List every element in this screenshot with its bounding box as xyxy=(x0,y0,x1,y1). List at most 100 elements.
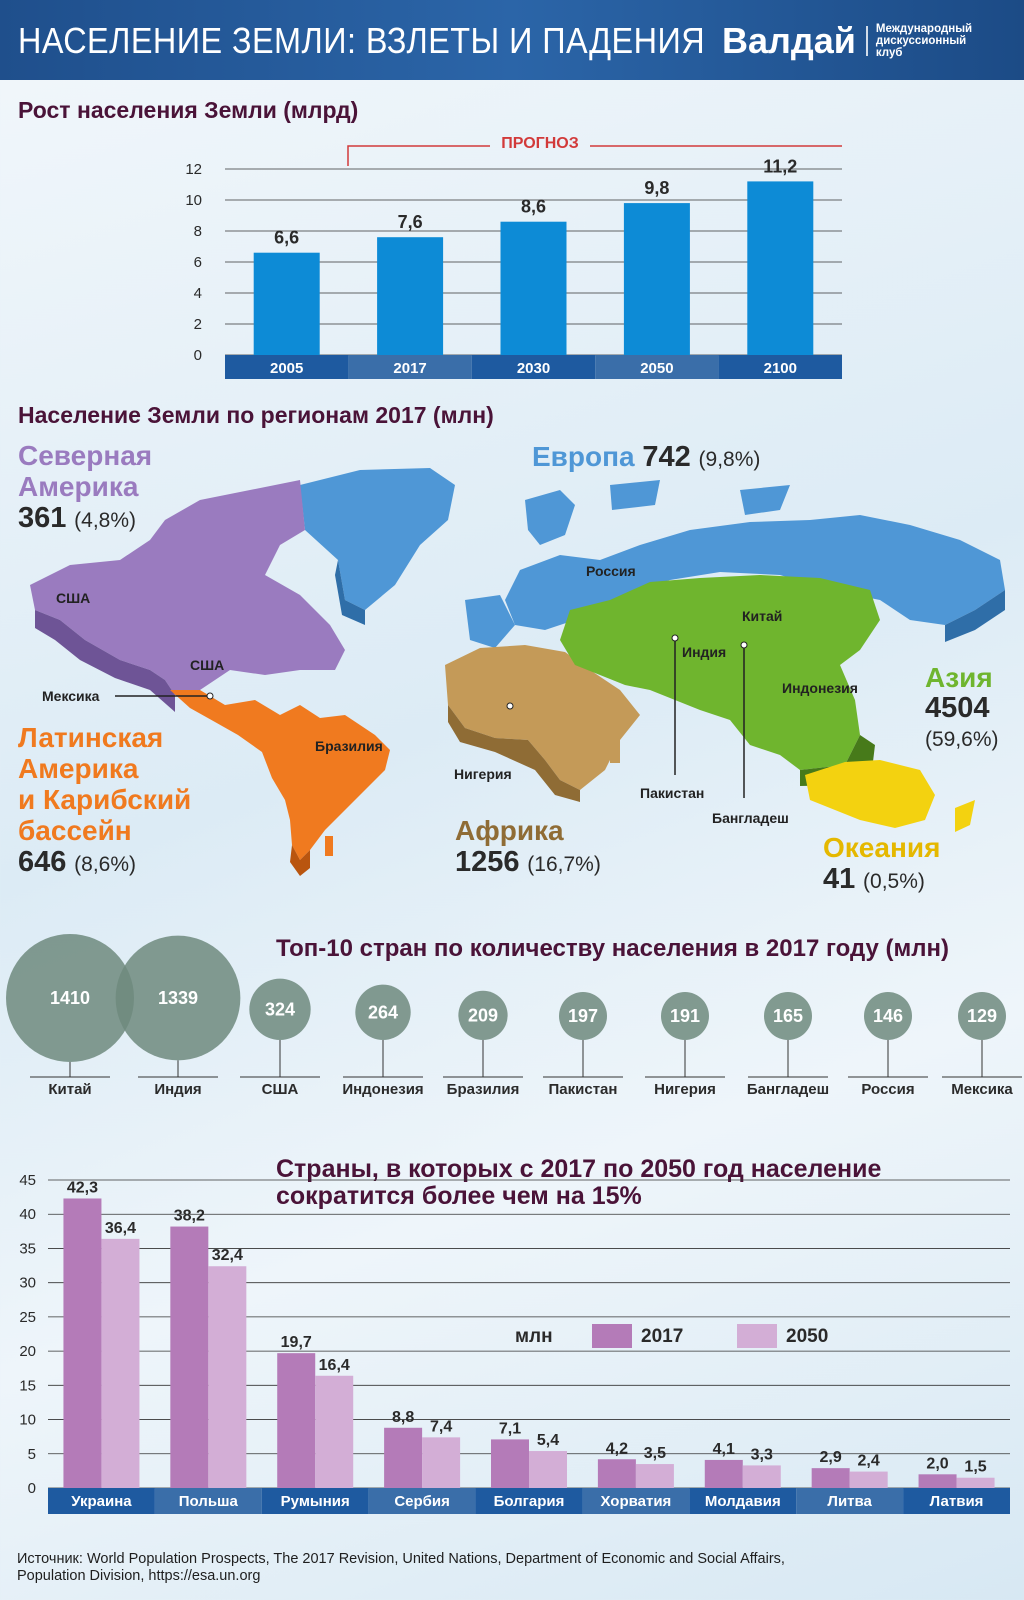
decline-bar-value: 16,4 xyxy=(319,1357,350,1374)
oceania-line1: Океания xyxy=(823,832,941,863)
decline-chart-title-text: Страны, в которых с 2017 по 2050 год нас… xyxy=(276,1155,882,1210)
decline-bar-value: 2,4 xyxy=(858,1453,880,1470)
country-bubble xyxy=(559,992,607,1040)
decline-bar-2017 xyxy=(597,1459,636,1488)
growth-bar xyxy=(377,237,444,355)
decline-x-tick: Латвия xyxy=(930,1493,984,1510)
growth-x-tick: 2100 xyxy=(764,360,797,377)
bubble-country-label: США xyxy=(261,1081,299,1098)
map-label-nigeria: Нигерия xyxy=(454,766,512,782)
map-label-usa-1: США xyxy=(56,590,91,606)
asia-pct: (59,6%) xyxy=(925,728,999,751)
arctic-island-2 xyxy=(740,485,790,515)
bubble-country-label: Бангладеш xyxy=(746,1081,830,1098)
bubble-country-label: Индонезия xyxy=(342,1081,424,1098)
bubble-value: 324 xyxy=(265,999,295,1019)
decline-x-band xyxy=(582,1488,690,1514)
north-america-label: Северная Америка 361 (4,8%) xyxy=(18,440,152,536)
decline-bar-value: 5,4 xyxy=(537,1432,559,1449)
source-line-1: Источник: World Population Prospects, Th… xyxy=(17,1551,785,1567)
greenland-shadow xyxy=(335,560,365,625)
decline-y-tick: 40 xyxy=(19,1206,36,1223)
decline-bar-value: 38,2 xyxy=(174,1208,205,1225)
growth-x-band xyxy=(595,355,719,379)
north-america-pct: (4,8%) xyxy=(74,509,137,532)
oceania-shape xyxy=(805,760,935,828)
map-label-mexico: Мексика xyxy=(42,688,100,704)
latin-america-shape xyxy=(170,690,390,860)
north-america-line2: Америка xyxy=(18,471,139,502)
growth-x-band xyxy=(225,355,349,379)
legend-swatch-2017 xyxy=(592,1324,632,1348)
decline-y-tick: 10 xyxy=(19,1412,36,1429)
legend-unit: млн xyxy=(515,1326,553,1347)
growth-x-band xyxy=(718,355,842,379)
latin-america-value: 646 xyxy=(18,846,67,878)
decline-x-tick: Болгария xyxy=(494,1493,565,1510)
decline-x-tick: Литва xyxy=(827,1493,872,1510)
decline-bar-value: 2,0 xyxy=(926,1455,948,1472)
growth-x-band xyxy=(471,355,596,379)
growth-chart-title: Рост населения Земли (млрд) xyxy=(18,97,359,123)
latin-america-line4: бассейн xyxy=(18,815,132,846)
country-bubble xyxy=(958,992,1006,1040)
decline-bar-2050 xyxy=(742,1465,781,1488)
forecast-bracket xyxy=(347,145,842,166)
growth-x-tick: 2050 xyxy=(640,360,673,377)
decline-bar-2050 xyxy=(101,1238,140,1488)
growth-bar-value: 8,6 xyxy=(521,197,546,217)
country-bubble xyxy=(115,935,241,1061)
decline-bar-value: 36,4 xyxy=(105,1220,136,1237)
asia-value: 4504 xyxy=(925,692,990,724)
decline-y-tick: 35 xyxy=(19,1240,36,1257)
bubble-value: 165 xyxy=(773,1006,803,1026)
decline-bar-value: 3,3 xyxy=(751,1446,773,1463)
decline-bar-value: 19,7 xyxy=(281,1334,312,1351)
africa-value: 1256 xyxy=(455,846,520,878)
page-title: НАСЕЛЕНИЕ ЗЕМЛИ: ВЗЛЕТЫ И ПАДЕНИЯ xyxy=(18,20,706,61)
map-label-indonesia: Индонезия xyxy=(782,680,858,696)
bubble-country-label: Пакистан xyxy=(548,1081,618,1098)
africa-pct: (16,7%) xyxy=(527,853,601,876)
bubble-value: 264 xyxy=(368,1002,398,1022)
decline-bar-2017 xyxy=(918,1474,957,1488)
brand-divider xyxy=(865,26,868,56)
mexico-dot xyxy=(206,692,214,700)
decline-x-tick: Польша xyxy=(179,1493,239,1510)
country-bubble xyxy=(458,990,508,1040)
latin-america-island xyxy=(325,836,333,856)
decline-bar-2017 xyxy=(384,1427,423,1488)
africa-line1: Африка xyxy=(455,815,564,846)
bubble-country-label: Мексика xyxy=(951,1081,1013,1098)
growth-y-tick: 6 xyxy=(194,254,202,271)
growth-bar-value: 9,8 xyxy=(644,178,669,198)
europe-label: Европа 742 (9,8%) xyxy=(532,441,760,475)
map-label-china: Китай xyxy=(742,608,783,624)
decline-bar-value: 7,4 xyxy=(430,1418,452,1435)
decline-bar-2050 xyxy=(529,1451,567,1488)
growth-y-tick: 12 xyxy=(185,161,202,178)
decline-chart-title: Страны, в которых с 2017 по 2050 год нас… xyxy=(276,1156,1024,1210)
decline-bar-value: 3,5 xyxy=(644,1445,666,1462)
africa-shape xyxy=(445,645,640,790)
india-dot xyxy=(671,634,679,642)
decline-x-band xyxy=(48,1488,155,1514)
decline-bar-2017 xyxy=(63,1198,102,1488)
europe-pct: (9,8%) xyxy=(698,448,761,471)
map-label-bangladesh: Бангладеш xyxy=(712,810,789,826)
forecast-label: ПРОГНОЗ xyxy=(501,135,579,152)
decline-bar-2050 xyxy=(956,1477,995,1488)
north-america-shape xyxy=(30,480,345,695)
europe-line1: Европа xyxy=(532,441,635,472)
bubble-value: 191 xyxy=(670,1006,700,1026)
decline-bar-2017 xyxy=(491,1439,529,1488)
decline-y-tick: 30 xyxy=(19,1275,36,1292)
country-bubble xyxy=(864,992,912,1040)
decline-bar-2017 xyxy=(170,1226,209,1488)
source-note: Источник: World Population Prospects, Th… xyxy=(17,1551,1007,1585)
bubble-country-label: Нигерия xyxy=(654,1081,716,1098)
bubble-value: 129 xyxy=(967,1006,997,1026)
brand-subtitle-line-2: дискуссионный клуб xyxy=(875,35,967,59)
greenland-shape xyxy=(300,468,455,610)
